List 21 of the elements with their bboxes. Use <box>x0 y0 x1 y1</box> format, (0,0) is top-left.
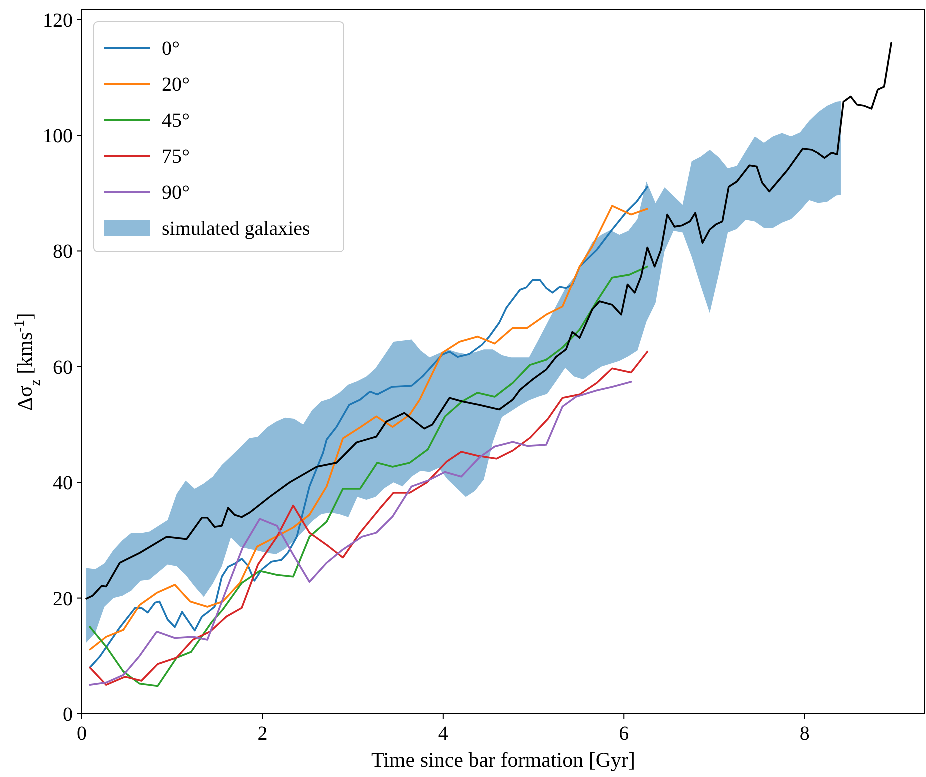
y-tick-label: 100 <box>43 126 73 148</box>
x-tick-label: 4 <box>438 723 448 745</box>
x-axis-title: Time since bar formation [Gyr] <box>372 748 636 772</box>
x-tick-label: 0 <box>77 723 87 745</box>
x-tick-label: 6 <box>619 723 630 745</box>
legend-label: 75° <box>162 146 190 168</box>
line-series <box>86 42 892 600</box>
legend-label: 20° <box>162 74 190 96</box>
x-tick-label: 2 <box>258 723 268 745</box>
legend-label: 45° <box>162 110 190 132</box>
x-tick-label: 8 <box>800 723 810 745</box>
legend-label: simulated galaxies <box>162 218 311 240</box>
y-tick-label: 60 <box>53 356 73 379</box>
y-tick-label: 120 <box>43 10 73 32</box>
y-tick-label: 40 <box>53 472 73 495</box>
y-tick-label: 0 <box>63 704 73 726</box>
y-tick-label: 80 <box>53 241 73 264</box>
y-tick-label: 20 <box>53 588 73 610</box>
line-series <box>89 266 649 688</box>
legend-label: 90° <box>162 182 190 204</box>
legend-label: 0° <box>162 38 180 60</box>
